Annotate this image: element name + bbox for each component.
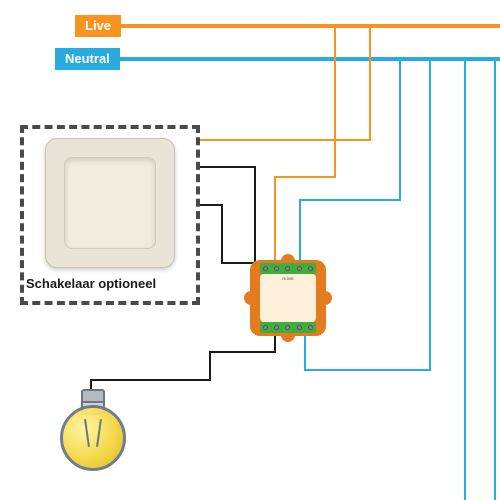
wire-switch-right-black bbox=[200, 205, 263, 263]
wire-live-to-module bbox=[275, 27, 335, 263]
wire-live-to-switch bbox=[200, 27, 370, 140]
neutral-bus-line bbox=[118, 57, 500, 61]
live-bus-text: Live bbox=[85, 18, 111, 33]
neutral-bus-text: Neutral bbox=[65, 51, 110, 66]
module-panel: ROBB bbox=[260, 274, 316, 322]
light-bulb bbox=[48, 395, 138, 495]
wire-module-to-bulb bbox=[91, 333, 275, 395]
relay-module: ROBB bbox=[250, 260, 326, 336]
live-bus-line bbox=[118, 24, 500, 28]
module-screws-top bbox=[260, 263, 316, 274]
module-screws-bottom bbox=[260, 322, 316, 333]
bulb-filament bbox=[82, 419, 104, 459]
live-bus-label: Live bbox=[75, 15, 121, 37]
neutral-bus-label: Neutral bbox=[55, 48, 120, 70]
module-brand: ROBB bbox=[282, 276, 293, 281]
wall-switch bbox=[45, 138, 175, 268]
wire-neutral-to-module-top bbox=[300, 60, 400, 263]
wire-switch-to-module bbox=[200, 167, 255, 263]
switch-caption: Schakelaar optioneel bbox=[26, 276, 156, 291]
